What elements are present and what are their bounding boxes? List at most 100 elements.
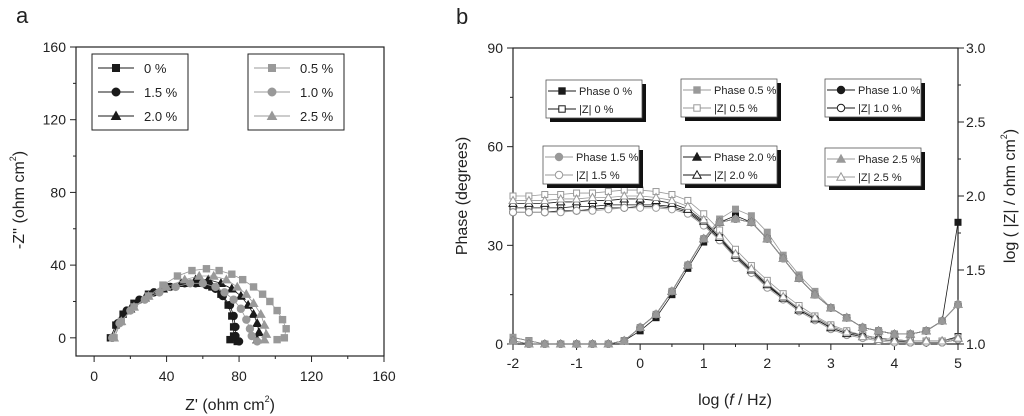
- data-point: [241, 288, 252, 298]
- data-point: [108, 332, 120, 342]
- data-point: [603, 192, 614, 201]
- data-point: [249, 283, 258, 291]
- data-point: [143, 290, 154, 300]
- data-point: [857, 331, 868, 341]
- y2-axis-label-b: log ( |Z| / ohm cm2): [999, 129, 1019, 263]
- data-point: [698, 214, 709, 224]
- data-point: [282, 325, 290, 333]
- legend-label: Phase 0.5 %: [714, 85, 777, 97]
- data-point: [509, 208, 517, 217]
- series--Z---1-0--: [509, 202, 962, 347]
- data-point: [937, 315, 947, 325]
- data-point: [587, 192, 598, 201]
- data-point: [252, 318, 263, 327]
- y-tick-label-a: 40: [50, 257, 66, 273]
- data-point: [248, 308, 259, 318]
- data-point: [255, 308, 266, 318]
- data-point: [226, 335, 234, 344]
- series-25: [108, 270, 272, 344]
- series-Phase-1-5--: [509, 215, 962, 348]
- x-tick-label-b: 1: [700, 355, 708, 371]
- data-point: [539, 338, 550, 348]
- series--Z---1-5--: [509, 203, 962, 347]
- legend-label: Phase 0 %: [579, 86, 632, 98]
- legend-box-b-5: Phase 2.0 % |Z| 2.0 %: [680, 145, 781, 188]
- data-point: [794, 303, 804, 312]
- data-point: [794, 273, 804, 282]
- data-point: [841, 312, 852, 322]
- data-point: [234, 337, 244, 346]
- series-line: [512, 218, 959, 345]
- legend-marker: [267, 87, 277, 97]
- series-line: [113, 275, 267, 340]
- data-point: [539, 195, 550, 204]
- data-point: [252, 337, 262, 346]
- legend-marker: [268, 64, 276, 72]
- data-point: [954, 218, 962, 226]
- x-tick-label-a: 0: [90, 368, 98, 384]
- data-point: [572, 206, 581, 215]
- x-tick-label-b: 0: [636, 355, 644, 371]
- y-tick-label-a: 80: [50, 184, 66, 200]
- series--Z---2-5--: [508, 190, 963, 345]
- data-point: [161, 281, 172, 291]
- data-point: [730, 214, 741, 223]
- data-point: [221, 274, 232, 284]
- data-point: [198, 279, 208, 288]
- y-tick-label-a: 120: [43, 112, 67, 128]
- plot-frame-a: [75, 46, 385, 357]
- legend-marker: [111, 87, 121, 97]
- data-point: [778, 291, 789, 301]
- y-tick-label-b: 60: [487, 139, 503, 155]
- data-point: [682, 260, 693, 269]
- series-line: [512, 218, 959, 345]
- data-point: [714, 230, 725, 240]
- series-line: [512, 215, 959, 345]
- panel-label-a: a: [16, 3, 29, 28]
- data-point: [229, 311, 238, 321]
- series-line: [513, 204, 959, 342]
- legend-label: 2.0 %: [144, 109, 178, 124]
- panel-a: a 0 40 80 120 160 0 40 80 120 160 Z' (ohm cm2) -Z…: [8, 3, 396, 414]
- data-point: [698, 233, 709, 243]
- data-point: [667, 195, 677, 204]
- series-line: [513, 207, 959, 343]
- data-point: [280, 334, 289, 342]
- legend-label: |Z| 1.5 %: [576, 170, 620, 182]
- data-point: [273, 335, 281, 344]
- legend-label: 0 %: [144, 61, 167, 76]
- y-tick-label-b: 90: [487, 40, 503, 56]
- data-point: [258, 290, 267, 298]
- legend-marker: [112, 64, 120, 72]
- data-point: [231, 322, 240, 332]
- x-tick-label-b: -2: [507, 355, 520, 371]
- data-point: [266, 297, 274, 306]
- data-point: [714, 217, 725, 226]
- data-point: [587, 338, 598, 348]
- data-point: [746, 263, 757, 273]
- data-point: [636, 203, 645, 212]
- data-point: [215, 266, 223, 275]
- data-point: [953, 299, 963, 309]
- data-point: [571, 338, 582, 348]
- series-Phase-0-5--: [509, 205, 962, 348]
- data-point: [253, 327, 265, 337]
- data-point: [732, 205, 739, 213]
- legend-marker: [835, 153, 847, 163]
- data-point: [889, 336, 900, 345]
- data-point: [128, 301, 140, 311]
- legend-label: |Z| 0 %: [579, 104, 614, 116]
- data-point: [228, 270, 236, 278]
- data-point: [540, 208, 549, 217]
- data-point: [652, 203, 661, 212]
- data-point: [825, 321, 836, 330]
- data-point: [202, 265, 211, 273]
- data-point: [635, 190, 646, 200]
- legend-label: Phase 2.5 %: [858, 154, 921, 166]
- y-tick-label-b: 0: [495, 336, 503, 352]
- data-point: [571, 193, 582, 203]
- legend-box-b-6: Phase 2.5 % |Z| 2.5 %: [824, 147, 925, 190]
- y-tick-label-b: 30: [487, 237, 503, 253]
- legend-label: 1.5 %: [144, 85, 178, 100]
